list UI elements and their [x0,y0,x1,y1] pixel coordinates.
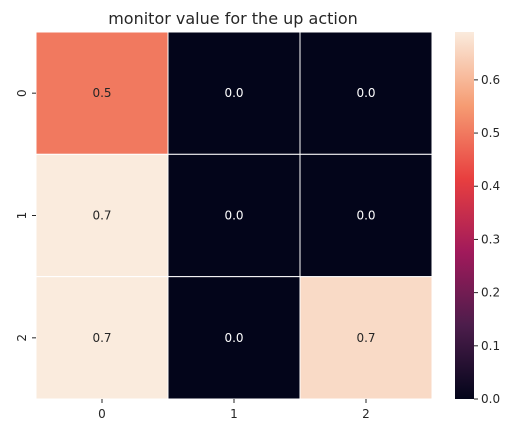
x-tick-label: 2 [362,407,370,421]
cell-value-label: 0.0 [356,209,375,223]
y-tick-label: 1 [15,212,29,220]
colorbar [455,32,474,399]
cell-value-label: 0.7 [92,331,111,345]
colorbar-tick-label: 0.3 [481,232,500,246]
colorbar-tick-label: 0.4 [481,179,500,193]
heatmap-cell [35,153,169,278]
cell-value-label: 0.5 [92,86,111,100]
heatmap-cell [167,153,301,278]
colorbar-tick-label: 0.2 [481,286,500,300]
heatmap-cell [299,31,433,155]
cell-value-label: 0.0 [224,209,243,223]
colorbar-axis: 0.0 0.1 0.2 0.3 0.4 0.5 0.6 [474,73,500,406]
chart-title: monitor value for the up action [108,9,358,28]
colorbar-tick-label: 0.5 [481,126,500,140]
y-axis: 0 1 2 [15,89,36,342]
cell-value-label: 0.0 [356,86,375,100]
cell-value-label: 0.0 [224,86,243,100]
cell-value-label: 0.0 [224,331,243,345]
heatmap-cell [167,276,301,400]
cell-value-label: 0.7 [92,209,111,223]
y-tick-label: 2 [15,334,29,342]
y-tick-label: 0 [15,89,29,97]
x-tick-label: 0 [98,407,106,421]
heatmap-cells: 0.5 0.0 0.0 0.7 0.0 0.0 0.7 0.0 0.7 [35,31,433,400]
cell-value-label: 0.7 [356,331,375,345]
colorbar-tick-label: 0.6 [481,73,500,87]
x-axis: 0 1 2 [98,399,370,421]
x-tick-label: 1 [230,407,238,421]
colorbar-tick-label: 0.1 [481,339,500,353]
heatmap-cell [167,31,301,155]
heatmap-cell [35,31,169,155]
colorbar-tick-label: 0.0 [481,392,500,406]
heatmap-cell [299,153,433,278]
